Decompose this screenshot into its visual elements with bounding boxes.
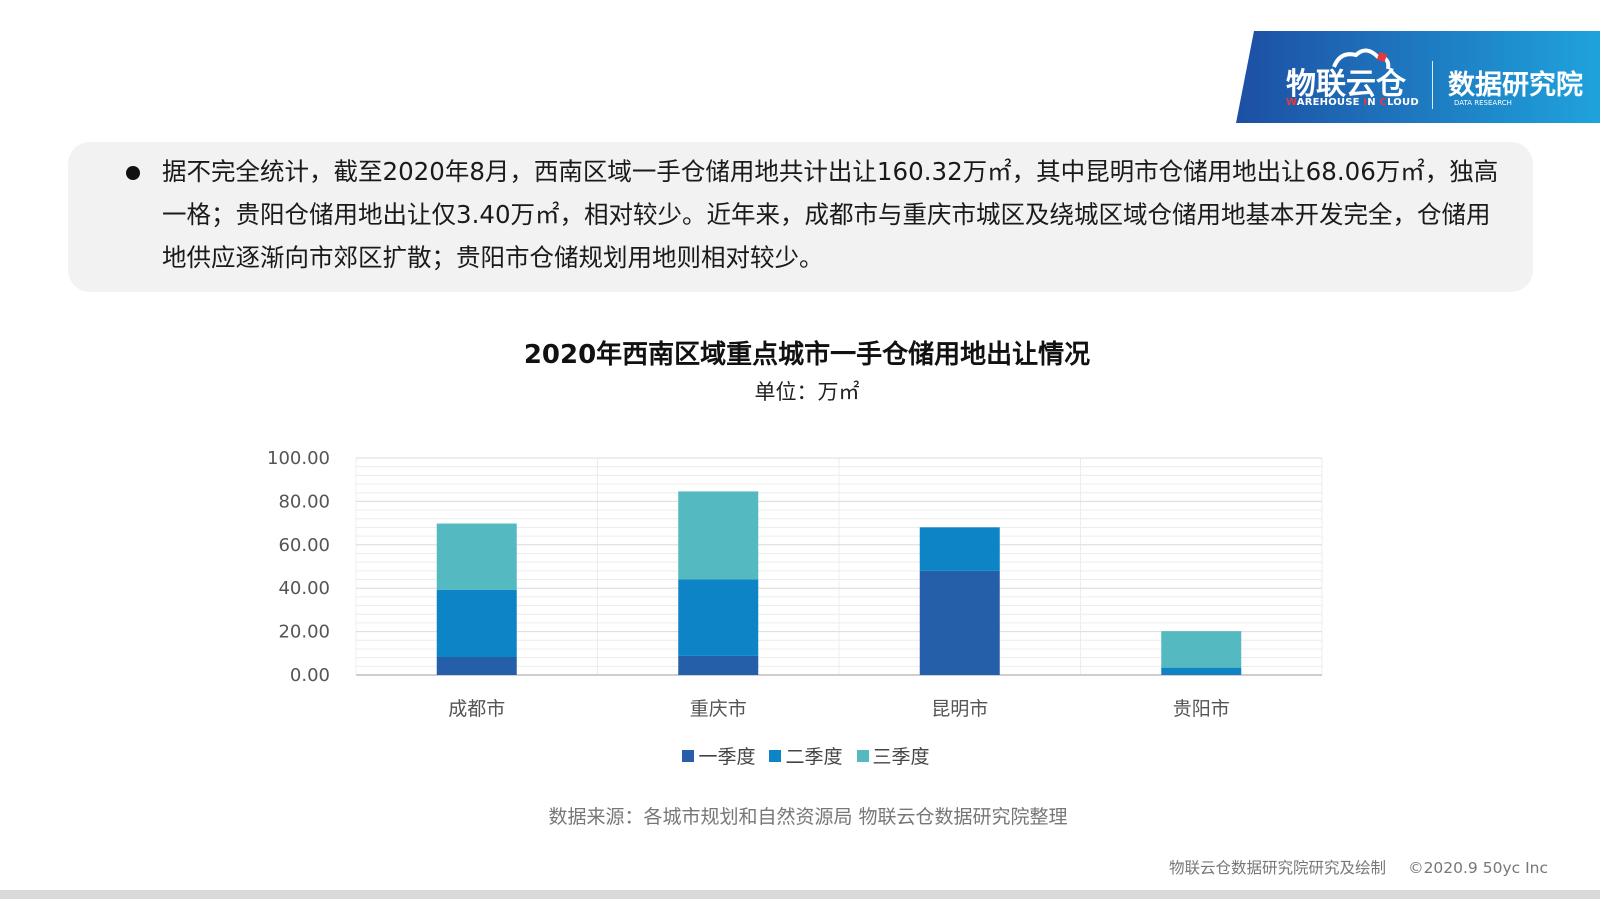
legend-swatch <box>682 749 695 762</box>
bar-segment <box>678 491 759 580</box>
y-tick-label: 80.00 <box>278 491 330 512</box>
logo-banner-shape <box>1236 31 1600 123</box>
bar-segment <box>678 579 759 656</box>
chart-subtitle: 单位：万㎡ <box>754 380 860 404</box>
summary-box: 据不完全统计，截至2020年8月，西南区域一手仓储用地共计出让160.32万㎡，… <box>68 142 1533 292</box>
x-category-label: 成都市 <box>448 698 505 720</box>
summary-text: 据不完全统计，截至2020年8月，西南区域一手仓储用地共计出让160.32万㎡，… <box>162 157 1499 272</box>
y-tick-label: 60.00 <box>278 535 330 556</box>
logo-divider <box>1432 61 1433 109</box>
y-tick-label: 20.00 <box>278 622 330 643</box>
y-tick-label: 40.00 <box>278 578 330 599</box>
footer-copyright: ©2020.9 50yc Inc <box>1408 859 1548 877</box>
legend-swatch <box>856 749 869 762</box>
logo-name-en: WAREHOUSE IN CLOUD <box>1286 97 1419 108</box>
legend-item: 三季度 <box>856 742 930 769</box>
bottom-bar <box>0 890 1600 899</box>
chart-legend: 一季度 二季度 三季度 <box>0 742 1600 769</box>
bar-segment <box>1161 631 1242 668</box>
bar-segment <box>1161 674 1242 675</box>
legend-swatch <box>769 749 782 762</box>
x-category-label: 贵阳市 <box>1173 698 1230 720</box>
bar-segment <box>678 655 759 675</box>
legend-label: 二季度 <box>785 746 843 768</box>
bar-segment <box>919 570 1000 675</box>
bar-segment <box>436 523 517 590</box>
chart-title: 2020年西南区域重点城市一手仓储用地出让情况 <box>523 340 1091 370</box>
bar-segment <box>1161 667 1242 675</box>
x-category-label: 重庆市 <box>690 698 747 720</box>
data-source: 数据来源：各城市规划和自然资源局 物联云仓数据研究院整理 <box>548 806 1068 828</box>
legend-item: 二季度 <box>769 742 843 769</box>
cloud-icon <box>1332 48 1391 70</box>
bar-segment <box>436 589 517 657</box>
logo-institute-en: DATA RESEARCH <box>1454 99 1512 107</box>
y-tick-label: 100.00 <box>267 448 330 469</box>
y-tick-label: 0.00 <box>290 665 330 686</box>
brand-logo: 物联云仓 WAREHOUSE IN CLOUD 数据研究院 DATA RESEA… <box>1236 31 1600 123</box>
x-category-label: 昆明市 <box>931 698 988 720</box>
legend-label: 一季度 <box>698 746 756 768</box>
footer: 物联云仓数据研究院研究及绘制 ©2020.9 50yc Inc <box>1169 856 1548 878</box>
footer-credit: 物联云仓数据研究院研究及绘制 <box>1169 859 1387 877</box>
bullet-icon <box>126 166 140 180</box>
logo-institute-cn: 数据研究院 <box>1448 70 1583 101</box>
logo-name-cn: 物联云仓 <box>1286 67 1406 102</box>
bar-segment <box>436 656 517 675</box>
legend-label: 三季度 <box>872 746 930 768</box>
legend-item: 一季度 <box>682 742 755 769</box>
bar-segment <box>919 527 1000 571</box>
